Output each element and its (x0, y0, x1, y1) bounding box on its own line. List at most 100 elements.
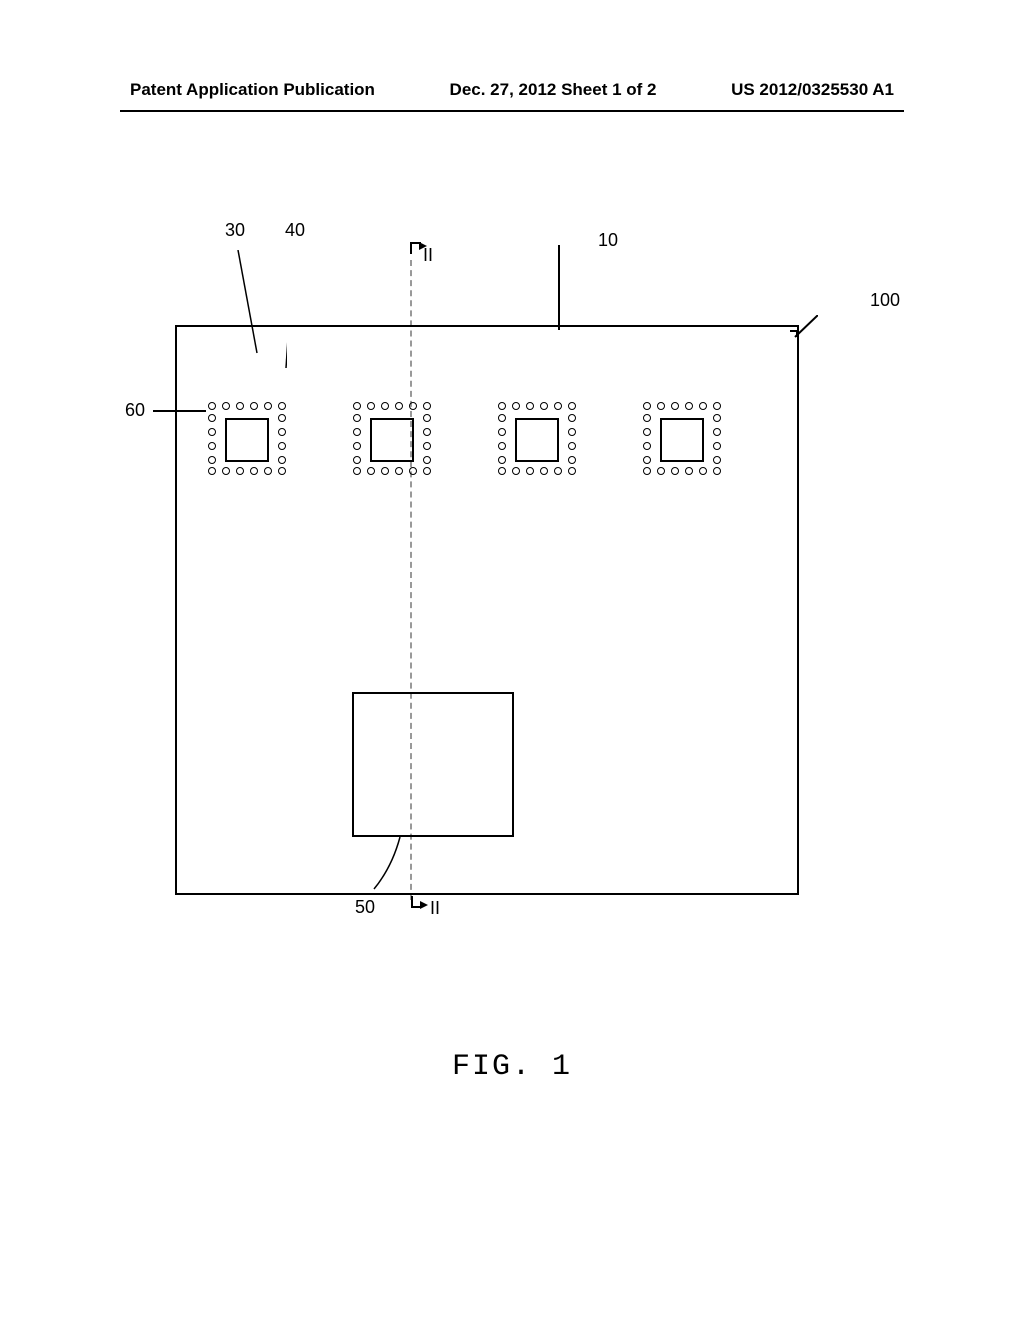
via (512, 467, 520, 475)
header-center: Dec. 27, 2012 Sheet 1 of 2 (450, 80, 657, 100)
patent-diagram: 30 40 II 10 100 60 50 II (175, 280, 850, 900)
ref-label-50: 50 (355, 897, 375, 918)
header-left: Patent Application Publication (130, 80, 375, 100)
via (540, 402, 548, 410)
via (713, 456, 721, 464)
via (568, 428, 576, 436)
via (643, 467, 651, 475)
via (713, 442, 721, 450)
via (498, 456, 506, 464)
via (657, 402, 665, 410)
header-divider (120, 110, 904, 112)
via (353, 428, 361, 436)
via (353, 456, 361, 464)
via (498, 428, 506, 436)
chip-group (639, 402, 742, 483)
via (353, 414, 361, 422)
via (671, 467, 679, 475)
via (236, 402, 244, 410)
via (643, 442, 651, 450)
ref-label-30: 30 (225, 220, 245, 241)
via (657, 467, 665, 475)
ref-label-100: 100 (870, 290, 900, 311)
via (264, 467, 272, 475)
section-marker-bottom: II (430, 898, 440, 919)
via (208, 402, 216, 410)
chip-group (349, 402, 452, 483)
via (353, 467, 361, 475)
circuit-board: 50 (175, 325, 799, 895)
via (554, 467, 562, 475)
via (512, 402, 520, 410)
via (699, 467, 707, 475)
via (395, 467, 403, 475)
via (278, 428, 286, 436)
chip (225, 418, 269, 462)
via (222, 467, 230, 475)
via (381, 467, 389, 475)
via (568, 467, 576, 475)
via (498, 467, 506, 475)
via (278, 456, 286, 464)
via (643, 402, 651, 410)
via (423, 442, 431, 450)
via (671, 402, 679, 410)
via (713, 428, 721, 436)
via (208, 467, 216, 475)
via (498, 442, 506, 450)
via (264, 402, 272, 410)
chip (515, 418, 559, 462)
chip-group (204, 402, 307, 483)
via (395, 402, 403, 410)
via (685, 467, 693, 475)
via (685, 402, 693, 410)
via (423, 428, 431, 436)
via (713, 402, 721, 410)
via (713, 467, 721, 475)
via (526, 467, 534, 475)
section-arrow-bottom-icon (420, 901, 428, 909)
chip-group (494, 402, 597, 483)
via (423, 402, 431, 410)
via (278, 414, 286, 422)
large-chip (352, 692, 514, 837)
via (278, 442, 286, 450)
via (353, 442, 361, 450)
via (554, 402, 562, 410)
via (568, 414, 576, 422)
lead-line-10 (558, 245, 560, 330)
page-header: Patent Application Publication Dec. 27, … (0, 80, 1024, 100)
via (423, 414, 431, 422)
via (713, 414, 721, 422)
chip (660, 418, 704, 462)
ref-label-10: 10 (598, 230, 618, 251)
via (540, 467, 548, 475)
chip (370, 418, 414, 462)
via (643, 414, 651, 422)
via (568, 402, 576, 410)
ref-label-60: 60 (125, 400, 145, 421)
via (278, 402, 286, 410)
via (236, 467, 244, 475)
via (250, 402, 258, 410)
via (568, 442, 576, 450)
via (498, 414, 506, 422)
header-right: US 2012/0325530 A1 (731, 80, 894, 100)
via (208, 428, 216, 436)
via (278, 467, 286, 475)
via (208, 414, 216, 422)
via (409, 467, 417, 475)
via (222, 402, 230, 410)
via (367, 402, 375, 410)
via (643, 456, 651, 464)
via (423, 456, 431, 464)
via (208, 456, 216, 464)
via (381, 402, 389, 410)
via (409, 402, 417, 410)
via (498, 402, 506, 410)
via (699, 402, 707, 410)
via (353, 402, 361, 410)
via (526, 402, 534, 410)
via (643, 428, 651, 436)
via (250, 467, 258, 475)
